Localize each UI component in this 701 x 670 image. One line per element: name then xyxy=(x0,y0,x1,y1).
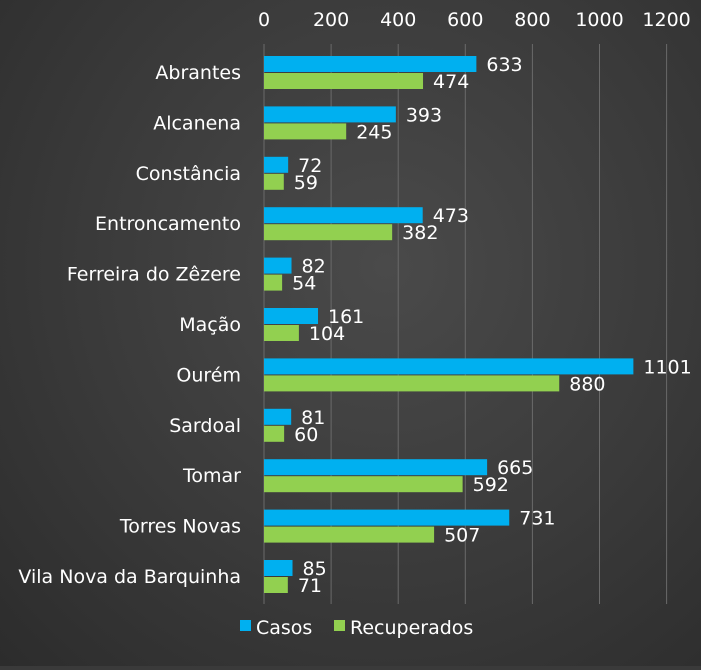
data-label: 382 xyxy=(402,222,438,244)
category-label: Torres Novas xyxy=(119,516,241,538)
data-label: 731 xyxy=(519,508,555,530)
data-label: 880 xyxy=(569,373,605,395)
data-label: 507 xyxy=(444,525,480,547)
category-label: Abrantes xyxy=(155,62,241,84)
data-label: 81 xyxy=(301,407,325,429)
bar-casos xyxy=(264,156,289,173)
x-tick-label: 0 xyxy=(258,9,270,31)
bar-casos xyxy=(264,408,292,425)
bar-recuperados xyxy=(264,375,560,392)
data-label: 54 xyxy=(292,273,316,295)
data-label: 161 xyxy=(328,306,364,328)
data-label: 82 xyxy=(302,256,326,278)
x-tick-label: 1200 xyxy=(642,9,690,31)
bar-casos xyxy=(264,560,293,576)
bar-recuperados xyxy=(264,577,288,593)
category-label: Ferreira do Zêzere xyxy=(67,264,241,286)
bar-recuperados xyxy=(264,224,393,241)
data-label: 393 xyxy=(406,104,442,126)
data-label: 592 xyxy=(473,474,509,496)
bar-recuperados xyxy=(264,526,435,543)
bar-casos xyxy=(264,106,396,123)
category-label: Alcanena xyxy=(153,112,241,134)
data-label: 633 xyxy=(486,54,522,76)
x-tick-label: 1000 xyxy=(575,9,623,31)
legend-swatch-casos xyxy=(240,620,251,631)
x-tick-label: 800 xyxy=(514,9,550,31)
bar-recuperados xyxy=(264,123,347,140)
legend-swatch-recuperados xyxy=(334,620,345,631)
bar-casos xyxy=(264,207,423,224)
data-label: 59 xyxy=(294,172,318,194)
bar-casos xyxy=(264,308,319,324)
category-label: Constância xyxy=(136,163,241,185)
category-label: Entroncamento xyxy=(95,213,241,235)
legend-label-casos: Casos xyxy=(256,617,312,639)
data-label: 474 xyxy=(433,71,469,93)
bars xyxy=(264,56,634,593)
data-label: 85 xyxy=(303,558,327,580)
data-label: 72 xyxy=(298,155,322,177)
bar-recuperados xyxy=(264,274,283,291)
bar-casos xyxy=(264,509,510,526)
data-label: 473 xyxy=(433,205,469,227)
bar-casos xyxy=(264,257,292,274)
bar-casos xyxy=(264,459,488,476)
data-label: 245 xyxy=(356,121,392,143)
data-label: 60 xyxy=(294,424,318,446)
bar-recuperados xyxy=(264,325,299,341)
category-label: Vila Nova da Barquinha xyxy=(18,566,241,588)
legend-label-recuperados: Recuperados xyxy=(350,617,473,639)
category-label: Ourém xyxy=(176,364,241,386)
bar-recuperados xyxy=(264,425,285,442)
bar-casos xyxy=(264,56,477,72)
x-tick-label: 200 xyxy=(313,9,349,31)
category-labels: Abrantes Alcanena Constância Entroncamento F… xyxy=(18,62,241,588)
bar-casos xyxy=(264,358,634,375)
x-tick-label: 600 xyxy=(447,9,483,31)
data-label: 104 xyxy=(309,323,345,345)
bar-recuperados xyxy=(264,476,463,493)
bar-recuperados xyxy=(264,173,284,190)
x-tick-label: 400 xyxy=(380,9,416,31)
data-label: 71 xyxy=(298,575,322,597)
bar-recuperados xyxy=(264,73,424,89)
category-label: Mação xyxy=(179,314,241,336)
x-axis-ticks: 0 200 400 600 800 1000 1200 xyxy=(258,9,691,31)
data-label: 665 xyxy=(497,457,533,479)
category-label: Sardoal xyxy=(169,415,241,437)
legend: Casos Recuperados xyxy=(240,617,473,639)
data-label: 1101 xyxy=(643,356,691,378)
category-label: Tomar xyxy=(182,465,241,487)
